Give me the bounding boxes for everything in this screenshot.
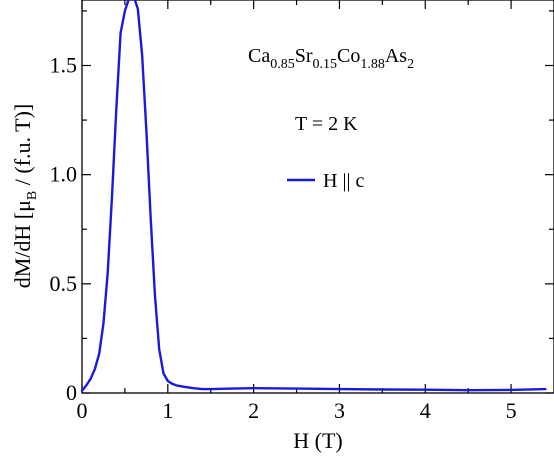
legend: H || c [287, 170, 364, 192]
temperature-label: T = 2 K [295, 113, 358, 135]
x-tick-label: 3 [334, 398, 345, 423]
x-tick-label: 5 [506, 398, 517, 423]
x-tick-label: 4 [420, 398, 431, 423]
y-tick-label: 1.5 [50, 53, 78, 78]
x-tick-label: 1 [162, 398, 173, 423]
plot-border [81, 0, 554, 394]
formula-subscript: 2 [407, 57, 414, 72]
y-tick-label: 0 [66, 380, 77, 405]
formula-element: Sr [295, 45, 313, 67]
formula-element: As [385, 45, 407, 67]
formula-subscript: 0.15 [313, 57, 338, 72]
legend-label-h-parallel-c: H || c [323, 170, 364, 192]
formula-element: Ca [248, 45, 270, 67]
series-line-h-parallel-c [80, 0, 547, 392]
x-tick-label: 2 [248, 398, 259, 423]
series-layer [80, 0, 547, 392]
plot-frame [81, 0, 554, 394]
compound-formula-label: Ca0.85Sr0.15Co1.88As2 [248, 45, 414, 72]
x-axis-ticks: 0 1 2 3 4 5 [77, 0, 517, 423]
x-axis-title: H (T) [293, 428, 342, 453]
y-axis-ticks: 0 0.5 1.0 1.5 [50, 10, 554, 405]
x-tick-label: 0 [77, 398, 88, 423]
formula-subscript: 1.88 [360, 57, 385, 72]
y-axis-title: dM/dH [μB / (f.u. T)] [10, 104, 40, 289]
y-tick-label: 1.0 [50, 162, 78, 187]
formula-subscript: 0.85 [270, 57, 295, 72]
y-tick-label: 0.5 [50, 271, 78, 296]
formula-element: Co [337, 45, 360, 67]
